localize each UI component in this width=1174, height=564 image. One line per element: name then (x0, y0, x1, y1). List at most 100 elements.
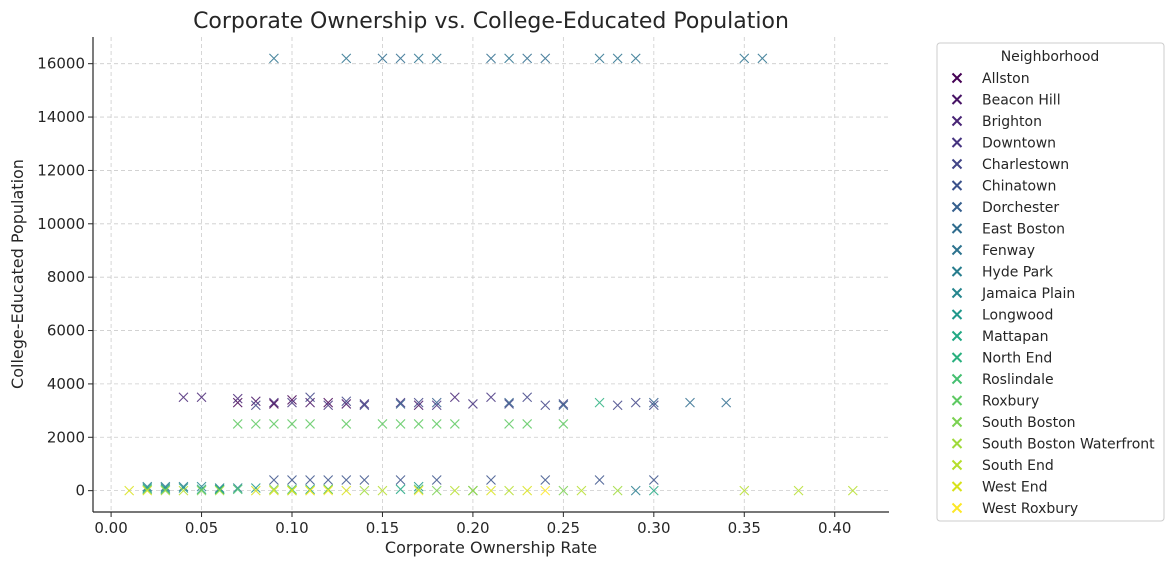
legend-label: Mattapan (982, 329, 1049, 345)
legend-item: West End (951, 480, 1047, 496)
series-west-end (124, 485, 533, 496)
legend-label: Dorchester (982, 200, 1059, 216)
legend-item: Beacon Hill (951, 93, 1061, 109)
data-point (739, 53, 750, 64)
data-points (124, 53, 858, 496)
x-tick-label: 0.40 (818, 519, 851, 537)
data-point (214, 483, 225, 493)
data-point (305, 485, 315, 496)
legend-marker (951, 115, 963, 127)
data-point (612, 485, 623, 496)
data-point (431, 400, 442, 411)
series-allston (232, 395, 334, 409)
x-tick-label: 0.20 (456, 519, 489, 537)
data-point (468, 399, 478, 409)
y-ticks: 0 2000 4000 6000 8000 10000 12000 14000 16000 (37, 55, 93, 500)
data-point (196, 392, 207, 403)
data-point (160, 485, 171, 496)
data-point (522, 485, 533, 496)
data-point (323, 475, 334, 485)
series-chinatown (269, 475, 659, 485)
legend-label: East Boston (982, 222, 1065, 238)
data-point (594, 397, 605, 408)
y-tick-label: 12000 (37, 161, 85, 179)
data-point (522, 53, 533, 64)
legend-label: Charlestown (982, 157, 1069, 173)
x-tick-label: 0.30 (637, 519, 670, 537)
legend-item: Charlestown (951, 157, 1069, 173)
data-point (341, 53, 352, 64)
legend: Neighborhood Allston Beacon Hill Brighton D… (936, 42, 1165, 522)
legend-label: Roxbury (982, 394, 1039, 410)
data-point (160, 483, 171, 493)
legend-marker (951, 287, 963, 299)
data-point (250, 483, 261, 493)
data-point (721, 397, 732, 408)
chart-title: Corporate Ownership vs. College-Educated… (193, 9, 789, 34)
data-point (648, 475, 659, 485)
legend-item: Roxbury (951, 394, 1039, 410)
data-point (395, 399, 406, 409)
data-point (196, 484, 207, 495)
data-point (377, 419, 388, 429)
data-point (413, 485, 424, 496)
data-point (341, 396, 352, 407)
data-point (431, 397, 442, 408)
data-point (558, 399, 569, 409)
legend-label: Longwood (982, 308, 1053, 324)
data-point (431, 475, 442, 485)
data-point (250, 400, 261, 411)
y-tick-label: 16000 (37, 55, 85, 73)
data-point (377, 485, 388, 496)
y-tick-label: 2000 (47, 428, 85, 446)
data-point (431, 53, 442, 64)
data-point (594, 475, 605, 485)
legend-item: Fenway (951, 243, 1035, 259)
legend-item: Chinatown (951, 179, 1056, 195)
x-ticks: 0.00 0.05 0.10 0.15 0.20 0.25 0.30 0.35 0.40 (94, 512, 851, 537)
legend-item: Mattapan (951, 329, 1049, 345)
data-point (431, 419, 442, 429)
legend-item: Downtown (951, 136, 1056, 152)
legend-item: West Roxbury (951, 501, 1078, 517)
data-point (250, 396, 261, 407)
data-point (612, 400, 623, 411)
legend-label: Roslindale (982, 372, 1054, 388)
data-point (685, 397, 695, 408)
series-downtown (287, 392, 496, 411)
legend-marker (951, 201, 963, 213)
data-point (232, 484, 243, 495)
data-point (287, 419, 297, 429)
data-point (558, 419, 569, 429)
data-point (630, 397, 641, 408)
series-dorchester (395, 397, 659, 411)
data-point (486, 475, 496, 485)
x-tick-label: 0.00 (94, 519, 127, 537)
data-point (486, 53, 496, 64)
data-point (250, 419, 261, 429)
legend-label: West End (982, 480, 1047, 496)
legend-item: Jamaica Plain (951, 286, 1075, 302)
data-point (214, 485, 225, 496)
data-point (413, 400, 424, 411)
data-point (323, 484, 334, 495)
y-tick-label: 14000 (37, 108, 85, 126)
series-roxbury (232, 419, 569, 429)
data-point (522, 419, 533, 429)
data-point (413, 419, 424, 429)
data-point (178, 485, 189, 496)
legend-item: East Boston (951, 222, 1065, 238)
data-point (540, 400, 551, 411)
legend-item: Hyde Park (951, 265, 1054, 281)
data-point (287, 395, 297, 405)
series-west-roxbury (305, 485, 551, 496)
data-point (612, 53, 623, 64)
data-point (160, 484, 171, 495)
data-point (630, 53, 641, 64)
data-point (449, 392, 460, 403)
data-point (250, 485, 261, 496)
data-point (287, 485, 297, 496)
data-point (377, 53, 388, 64)
data-point (576, 485, 587, 496)
